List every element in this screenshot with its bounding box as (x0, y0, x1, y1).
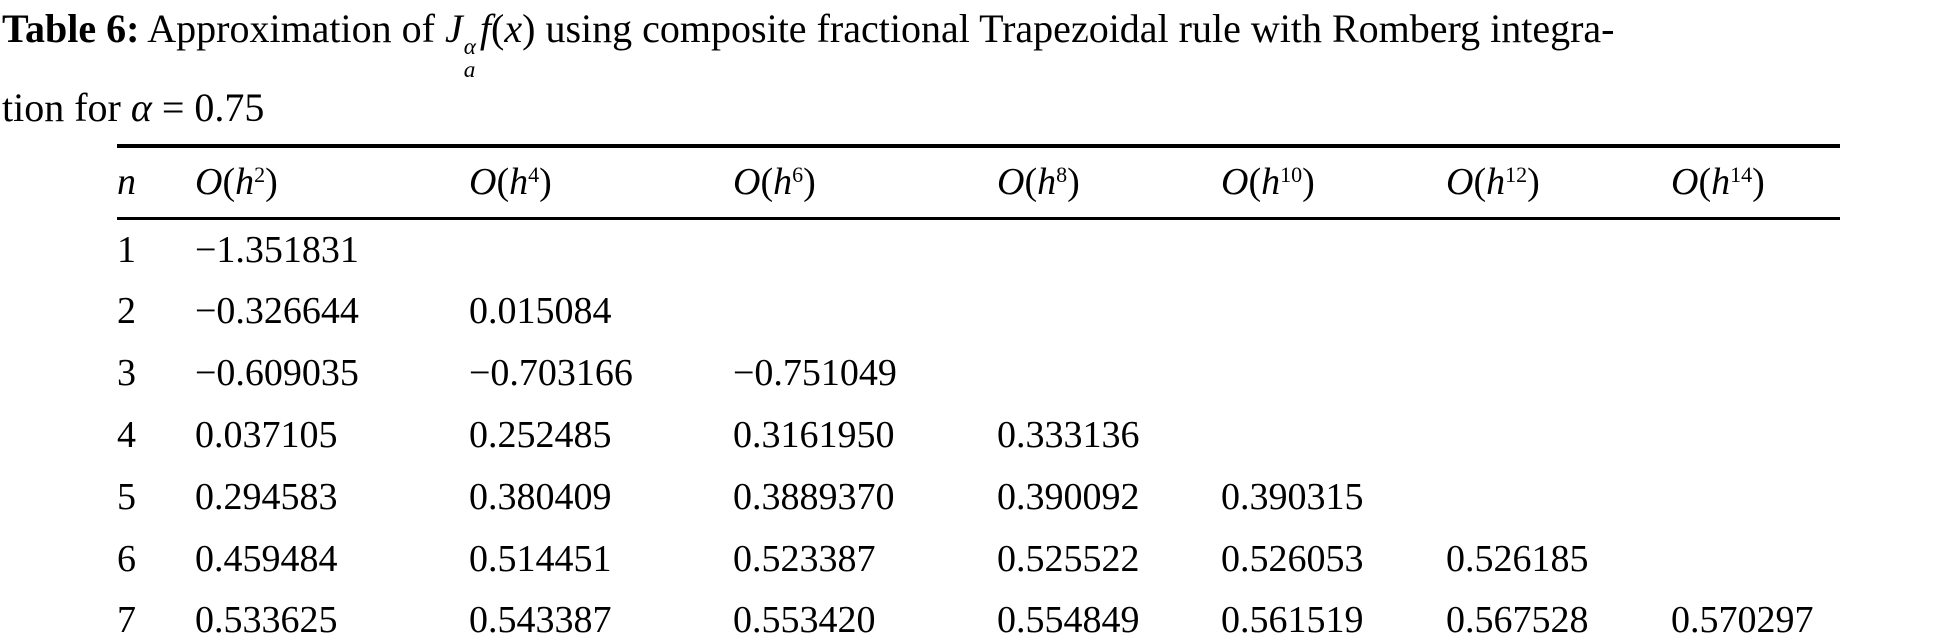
column-header-order: O(h10) (1221, 161, 1315, 204)
row-index-cell: 4 (117, 414, 136, 456)
value-cell (1221, 280, 1446, 342)
table-row: 2 −0.326644 0.015084 (117, 280, 1840, 342)
table-row: 3 −0.609035 −0.703166 −0.751049 (117, 342, 1840, 404)
caption-text-line2: tion for (2, 85, 131, 130)
value-cell (997, 280, 1221, 342)
table-body: 1 −1.351831 2 −0.326644 0.015084 3 −0.609035 −0… (117, 218, 1840, 642)
value-cell: 0.252485 (469, 414, 612, 456)
romberg-results-table: n O(h2) O(h4) O(h6) O(h8) O(h10) O(h12) O(h14) … (117, 144, 1840, 642)
value-cell (1446, 218, 1671, 280)
row-index-cell: 7 (117, 598, 136, 641)
math-function-f: f (479, 6, 492, 51)
value-cell (1671, 466, 1840, 528)
value-cell: 0.543387 (469, 598, 612, 641)
value-cell (1446, 404, 1671, 466)
math-paren-close: ) (522, 6, 536, 51)
column-header-order: O(h8) (997, 161, 1080, 204)
value-cell: 0.553420 (733, 598, 876, 641)
value-cell: 0.561519 (1221, 598, 1364, 641)
math-alpha-symbol: α (130, 85, 152, 130)
header-row: n O(h2) O(h4) O(h6) O(h8) O(h10) O(h12) O(h14) (117, 146, 1840, 218)
row-index-cell: 2 (117, 290, 136, 332)
value-cell (1221, 218, 1446, 280)
value-cell: 0.459484 (195, 538, 338, 580)
value-cell (1671, 218, 1840, 280)
value-cell: 0.294583 (195, 476, 338, 518)
value-cell: 0.333136 (997, 414, 1140, 456)
math-variable-x: x (504, 6, 523, 51)
column-header-order: O(h14) (1671, 161, 1765, 204)
value-cell: 0.037105 (195, 414, 338, 456)
value-cell: 0.015084 (469, 290, 612, 332)
value-cell (1671, 342, 1840, 404)
row-index-cell: 6 (117, 538, 136, 580)
value-cell: 0.514451 (469, 538, 612, 580)
value-cell: 0.523387 (733, 538, 876, 580)
value-cell: 0.3161950 (733, 414, 895, 456)
column-header-order: O(h4) (469, 161, 552, 204)
table-row: 5 0.294583 0.380409 0.3889370 0.390092 0.3903… (117, 466, 1840, 528)
value-cell (469, 218, 733, 280)
value-cell (1671, 404, 1840, 466)
value-cell: −0.703166 (469, 352, 633, 394)
row-index-cell: 1 (117, 228, 136, 271)
caption-text-after-math: using composite fractional Trapezoidal r… (535, 6, 1615, 51)
value-cell (997, 218, 1221, 280)
table-row: 6 0.459484 0.514451 0.523387 0.525522 0.52605… (117, 528, 1840, 590)
value-cell (1446, 280, 1671, 342)
value-cell (1671, 528, 1840, 590)
value-cell: 0.525522 (997, 538, 1140, 580)
column-header-order: O(h6) (733, 161, 816, 204)
math-paren-open: ( (491, 6, 505, 51)
value-cell: 0.526053 (1221, 538, 1364, 580)
column-header-order: O(h12) (1446, 161, 1540, 204)
caption-line-2: tion for α = 0.75 (2, 82, 1954, 134)
value-cell: 0.390315 (1221, 476, 1364, 518)
value-cell: −0.609035 (195, 352, 359, 394)
caption-alpha-value: = 0.75 (151, 85, 265, 130)
math-operator-J: J (444, 6, 463, 51)
value-cell (1446, 342, 1671, 404)
value-cell: 0.390092 (997, 476, 1140, 518)
value-cell: −0.326644 (195, 290, 359, 332)
value-cell: −1.351831 (195, 228, 359, 271)
row-index-cell: 3 (117, 352, 136, 394)
table-row: 4 0.037105 0.252485 0.3161950 0.333136 (117, 404, 1840, 466)
value-cell (733, 218, 997, 280)
value-cell: 0.554849 (997, 598, 1140, 641)
value-cell: 0.380409 (469, 476, 612, 518)
value-cell (1671, 280, 1840, 342)
value-cell: 0.567528 (1446, 598, 1589, 641)
column-header-order: O(h2) (195, 161, 278, 204)
value-cell (997, 342, 1221, 404)
column-header-n: n (117, 161, 136, 204)
table-row: 1 −1.351831 (117, 218, 1840, 280)
caption-label: Table 6: (2, 6, 140, 51)
row-index-cell: 5 (117, 476, 136, 518)
value-cell: 0.570297 (1671, 598, 1814, 641)
math-J-subscript-a: a (463, 56, 476, 83)
table-row: 7 0.533625 0.543387 0.553420 0.554849 0.56151… (117, 590, 1840, 642)
value-cell: 0.3889370 (733, 476, 895, 518)
caption-text-before-math: Approximation of (139, 6, 445, 51)
value-cell: 0.526185 (1446, 538, 1589, 580)
math-J-superscript-alpha: α (463, 33, 476, 60)
value-cell: 0.533625 (195, 598, 338, 641)
value-cell: −0.751049 (733, 352, 897, 394)
value-cell (1221, 404, 1446, 466)
value-cell (1446, 466, 1671, 528)
value-cell (1221, 342, 1446, 404)
value-cell (733, 280, 997, 342)
